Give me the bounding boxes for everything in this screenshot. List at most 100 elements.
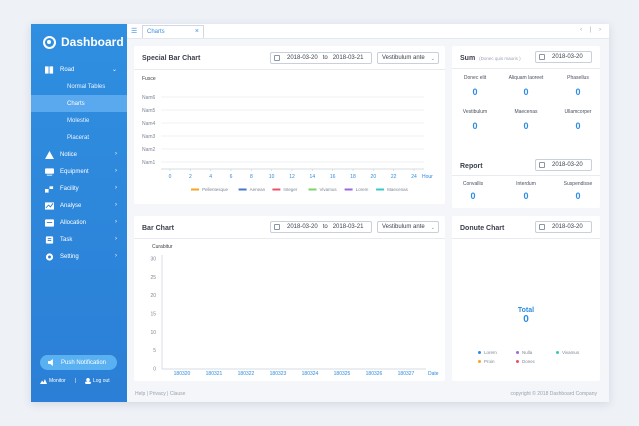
sidebar-footer: Monitor | Log out bbox=[40, 378, 120, 384]
chevron-right-icon: › bbox=[115, 168, 117, 174]
donut-total: Total 0 bbox=[452, 307, 600, 325]
x-tick-label: 8 bbox=[250, 174, 253, 180]
chevron-down-icon: ⌄ bbox=[430, 56, 435, 62]
sidebar-item-label: Road bbox=[60, 66, 75, 73]
allocation-icon bbox=[45, 218, 54, 227]
sum-cell-label: Ullamcorper bbox=[564, 109, 592, 115]
chart-icon bbox=[45, 201, 54, 210]
brand-title: Dashboard bbox=[61, 35, 124, 49]
sum-cell-label: Vestibulum bbox=[462, 109, 488, 115]
sidebar-item-label: Notice bbox=[60, 151, 78, 158]
x-tick-label: 180321 bbox=[206, 371, 223, 377]
special-bar-chart-card: Special Bar Chart 2018-03-20 to 2018-03-… bbox=[134, 46, 445, 204]
date-value: 2018-03-20 bbox=[552, 54, 583, 60]
footer-links[interactable]: Help | Privacy | Clause bbox=[135, 391, 186, 397]
sidebar-item-allocation[interactable]: Allocation › bbox=[31, 214, 127, 231]
x-axis-label: Hour bbox=[422, 174, 433, 180]
page-footer: Help | Privacy | Clause copyright © 2018… bbox=[127, 386, 609, 402]
sum-cell-value: 0 bbox=[523, 121, 529, 131]
legend-label: Donec bbox=[522, 359, 536, 364]
sidebar-item-setting[interactable]: Setting › bbox=[31, 248, 127, 265]
x-tick-label: 180323 bbox=[270, 371, 287, 377]
legend-item[interactable]: Vivamus bbox=[556, 350, 579, 355]
push-notification-label: Push Notification bbox=[61, 359, 107, 366]
select-value: Vestibulum ante bbox=[382, 224, 425, 230]
date-picker[interactable]: 2018-03-20 bbox=[535, 159, 592, 171]
logout-link[interactable]: Log out bbox=[85, 378, 110, 384]
legend-item[interactable]: Nulla bbox=[516, 350, 532, 355]
tab-nav-arrows[interactable]: ‹ | › bbox=[580, 27, 604, 33]
sum-cell-label: Donec elit bbox=[463, 75, 487, 81]
top-bar: ☰ Charts × ‹ | › bbox=[127, 24, 609, 39]
sum-cell-label: Maecenas bbox=[514, 109, 538, 115]
sidebar-item-task[interactable]: Task › bbox=[31, 231, 127, 248]
y-tick-label: Nam6 bbox=[142, 95, 156, 101]
sum-subtitle: (Donec quis mauris ) bbox=[479, 56, 521, 61]
legend-item[interactable]: Donec bbox=[516, 359, 535, 364]
date-picker[interactable]: 2018-03-20 bbox=[535, 221, 592, 233]
y-tick-label: 15 bbox=[150, 312, 156, 318]
sidebar-item-analyse[interactable]: Analyse › bbox=[31, 197, 127, 214]
sidebar-subitem-placerat[interactable]: Placerat bbox=[31, 129, 127, 146]
date-picker[interactable]: 2018-03-20 bbox=[535, 51, 592, 63]
tab-charts[interactable]: Charts × bbox=[142, 25, 204, 38]
bar-chart-card: Bar Chart 2018-03-20 to 2018-03-21 Vesti… bbox=[134, 216, 445, 381]
date-range-picker[interactable]: 2018-03-20 to 2018-03-21 bbox=[270, 221, 372, 233]
chevron-right-icon: › bbox=[115, 185, 117, 191]
chevron-down-icon: ⌄ bbox=[111, 67, 117, 73]
sidebar-subitem-charts[interactable]: Charts bbox=[31, 95, 127, 112]
sidebar-item-label: Task bbox=[60, 236, 73, 243]
legend-item[interactable]: Proin bbox=[478, 359, 495, 364]
sidebar-item-label: Normal Tables bbox=[67, 83, 106, 90]
y-tick-label: Nam3 bbox=[142, 134, 156, 140]
select-value: Vestibulum ante bbox=[382, 55, 425, 61]
brand[interactable]: Dashboard bbox=[43, 35, 124, 49]
date-to: 2018-03-21 bbox=[332, 55, 364, 61]
push-notification-button[interactable]: Push Notification bbox=[40, 355, 117, 370]
monitor-link[interactable]: Monitor bbox=[40, 378, 66, 384]
user-icon bbox=[85, 378, 91, 384]
sidebar-item-notice[interactable]: Notice › bbox=[31, 146, 127, 163]
sidebar-item-equipment[interactable]: Equipment › bbox=[31, 163, 127, 180]
report-cell-value: 0 bbox=[523, 191, 529, 201]
x-tick-label: 180327 bbox=[398, 371, 415, 377]
card-title: Special Bar Chart bbox=[142, 55, 201, 62]
sidebar-item-facility[interactable]: Facility › bbox=[31, 180, 127, 197]
legend-swatch bbox=[191, 188, 199, 191]
sidebar: Dashboard Road ⌄ Normal Tables Charts Mo… bbox=[31, 24, 127, 402]
x-tick-label: 0 bbox=[169, 174, 172, 180]
sum-cell-value: 0 bbox=[472, 87, 478, 97]
sidebar-item-label: Allocation bbox=[60, 219, 87, 226]
menu-toggle-icon[interactable]: ☰ bbox=[131, 28, 138, 35]
sidebar-item-road[interactable]: Road ⌄ bbox=[31, 61, 127, 78]
sum-cell-value: 0 bbox=[575, 87, 581, 97]
legend-swatch bbox=[272, 188, 281, 191]
report-panel: Report 2018-03-20 Convallis 0 Interdum 0 S… bbox=[452, 155, 600, 208]
x-tick-label: 2 bbox=[189, 174, 192, 180]
sidebar-item-label: Placerat bbox=[67, 134, 90, 141]
x-tick-label: 6 bbox=[230, 174, 233, 180]
y-tick-label: Nam4 bbox=[142, 121, 156, 127]
category-select[interactable]: Vestibulum ante ⌄ bbox=[377, 52, 439, 64]
calendar-icon bbox=[539, 54, 545, 60]
equipment-icon bbox=[45, 167, 54, 176]
card-title: Donute Chart bbox=[460, 225, 505, 232]
chevron-right-icon: › bbox=[115, 151, 117, 157]
legend-label: Aenean bbox=[250, 187, 266, 192]
sum-card: Sum (Donec quis mauris ) 2018-03-20 Done… bbox=[452, 46, 600, 168]
legend-label: Lorem bbox=[484, 350, 497, 355]
close-icon[interactable]: × bbox=[194, 28, 199, 35]
x-tick-label: 180324 bbox=[302, 371, 319, 377]
legend-label: Nulla bbox=[522, 350, 533, 355]
x-tick-label: 18 bbox=[350, 174, 356, 180]
calendar-icon bbox=[274, 55, 280, 61]
sidebar-subitem-normal-tables[interactable]: Normal Tables bbox=[31, 78, 127, 95]
date-range-picker[interactable]: 2018-03-20 to 2018-03-21 bbox=[270, 52, 372, 64]
sidebar-subitem-molestie[interactable]: Molestie bbox=[31, 112, 127, 129]
speaker-icon bbox=[48, 359, 53, 366]
category-select[interactable]: Vestibulum ante ⌄ bbox=[377, 221, 439, 233]
legend-item[interactable]: Lorem bbox=[478, 350, 497, 355]
sidebar-item-label: Analyse bbox=[60, 202, 82, 209]
chevron-right-icon: › bbox=[115, 219, 117, 225]
date-to: 2018-03-21 bbox=[332, 224, 364, 230]
